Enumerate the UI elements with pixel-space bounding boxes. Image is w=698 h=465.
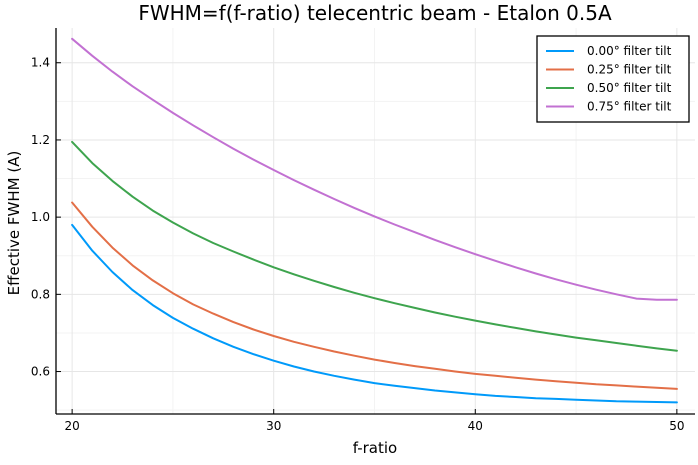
x-tick-label: 30 (266, 419, 281, 433)
x-tick-label: 20 (64, 419, 79, 433)
legend: 0.00° filter tilt 0.25° filter tilt 0.50° … (536, 35, 690, 123)
y-tick-label: 1.2 (31, 133, 50, 147)
x-tick-label: 50 (669, 419, 684, 433)
y-tick-label: 0.6 (31, 365, 50, 379)
y-tick-label: 1.0 (31, 210, 50, 224)
series-line (71, 223, 678, 404)
chart-title: FWHM=f(f-ratio) telecentric beam - Etalo… (138, 1, 612, 25)
series-line (71, 140, 678, 352)
x-tick-label: 40 (468, 419, 483, 433)
legend-label: 0.50° filter tilt (587, 81, 672, 95)
legend-label: 0.75° filter tilt (587, 100, 672, 114)
axes: 20 30 40 50 0.6 0.8 1.0 1.2 1.4 (31, 28, 695, 433)
legend-label: 0.00° filter tilt (587, 44, 672, 58)
series-line (71, 201, 678, 390)
series-lines (71, 37, 678, 404)
y-tick-label: 1.4 (31, 56, 50, 70)
series-line (71, 37, 678, 301)
y-tick-label: 0.8 (31, 287, 50, 301)
x-axis-label: f-ratio (353, 439, 397, 457)
legend-label: 0.25° filter tilt (587, 63, 672, 77)
y-axis-label: Effective FWHM (A) (5, 151, 23, 296)
